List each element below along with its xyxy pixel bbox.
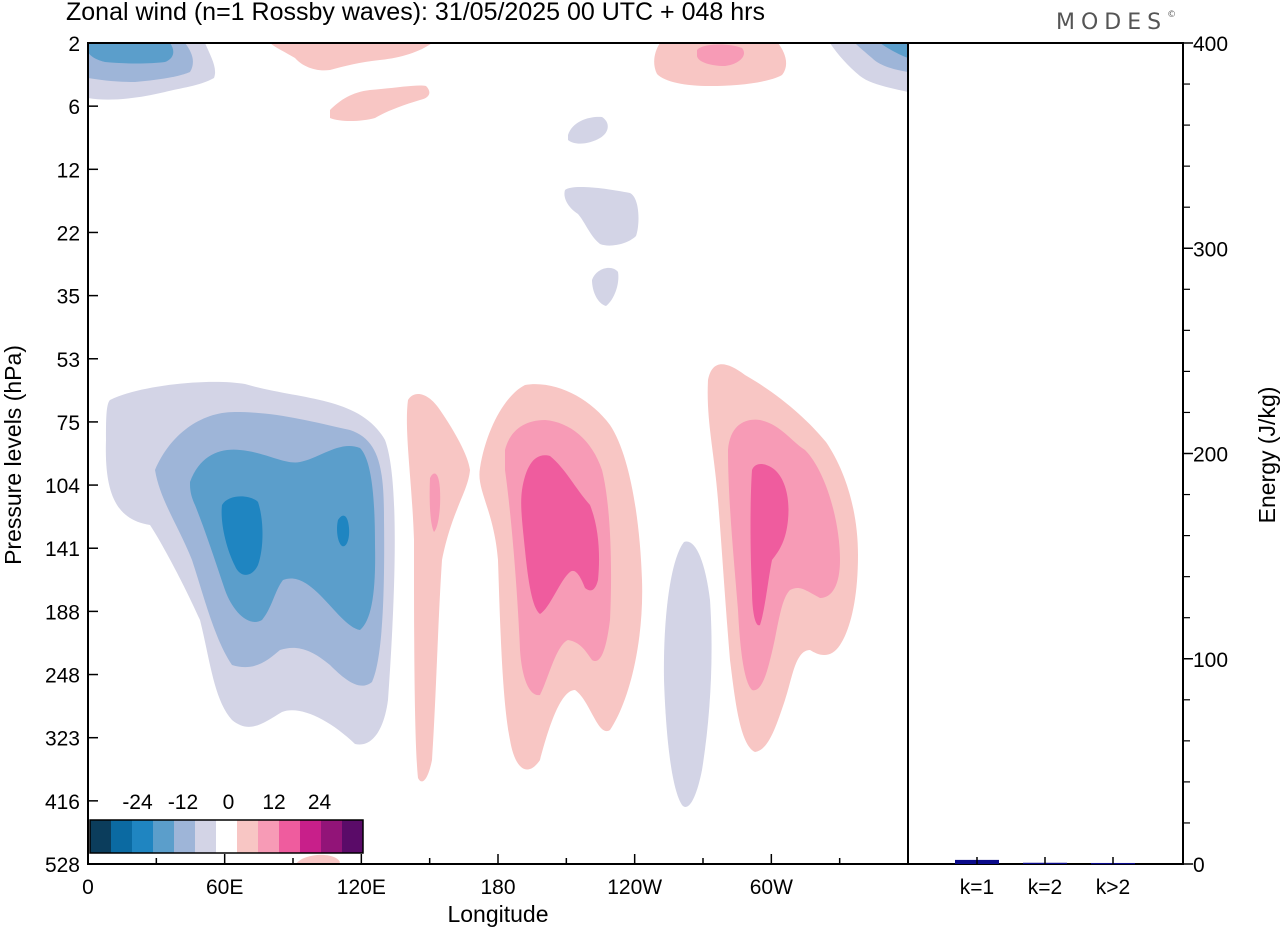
contour-field [88,43,908,864]
colorbar-swatch [300,820,321,853]
contour-negative-d [663,541,712,807]
colorbar-swatch [174,820,195,853]
energy-tick-label: 400 [1193,33,1228,56]
colorbar-swatch [195,820,216,853]
colorbar-swatch [153,820,174,853]
energy-plot-frame [907,42,1184,865]
colorbar: -24 -12 0 12 24 [89,791,364,854]
contour-negative-top-right-3 [880,43,908,58]
contour-positive-a-core [429,473,441,532]
bar-category-label: k=2 [1028,876,1062,899]
y-tick-label: 75 [57,412,80,435]
y-tick-label: 22 [57,222,80,245]
colorbar-label: 0 [223,791,235,814]
y-tick-label: 6 [68,96,80,119]
contour-positive-c-core [750,464,789,626]
contour-negative-mid-1 [568,116,608,144]
y-tick-label: 188 [45,601,80,624]
contour-negative-3 [190,445,376,630]
contour-negative-top-left-3 [88,43,174,64]
chart-title: Zonal wind (n=1 Rossby waves): 31/05/202… [66,0,765,26]
contour-positive-top-2 [330,85,430,121]
contour-negative-core-small [337,515,350,547]
colorbar-swatch [111,820,132,853]
contour-negative-mid-2 [564,186,639,246]
y-tick-label: 2 [68,33,80,56]
contour-positive-bottom [296,854,340,864]
colorbar-swatch [90,820,111,853]
colorbar-label: 24 [308,791,332,814]
energy-tick-label: 200 [1193,444,1228,467]
contour-negative-mid-3 [592,267,619,306]
colorbar-swatch [132,820,153,853]
y-tick-label: 104 [45,475,80,498]
x-tick-label: 120E [337,876,386,899]
contour-positive-b-core [521,455,600,614]
energy-tick-label: 300 [1193,238,1228,261]
contour-positive-top-right-core [697,44,745,66]
colorbar-swatch [237,820,258,853]
energy-axis: 0 100 200 300 400 [1183,33,1228,877]
contour-positive-top-1 [270,43,432,71]
y-tick-label: 416 [45,791,80,814]
x-tick-label: 60W [750,876,793,899]
colorbar-swatch [321,820,342,853]
y-tick-label: 323 [45,728,80,751]
y-tick-label: 528 [45,854,80,877]
colorbar-swatch [342,820,363,853]
colorbar-label: 12 [262,791,285,814]
x-tick-label: 180 [480,876,515,899]
energy-tick-label: 100 [1193,649,1228,672]
bar-category-label: k>2 [1096,876,1130,899]
energy-axis-title: Energy (J/kg) [1254,387,1280,524]
colorbar-swatch [258,820,279,853]
y-tick-label: 53 [57,349,80,372]
y-tick-label: 141 [45,538,80,561]
bar-category-label: k=1 [960,876,994,899]
x-tick-label: 0 [82,876,94,899]
colorbar-label: -24 [122,791,153,814]
brand-logo: MODES© [1056,10,1176,35]
colorbar-frame [89,819,364,854]
brand-text: MODES [1056,10,1168,35]
y-tick-label: 12 [57,159,80,182]
y-axis: 2 6 12 22 35 53 75 104 141 188 248 323 416 528 [45,33,98,877]
y-axis-title: Pressure levels (hPa) [0,345,26,565]
contour-positive-a [406,394,470,782]
energy-tick-label: 0 [1193,854,1205,877]
colorbar-swatch [216,820,237,853]
x-tick-label: 120W [607,876,662,899]
colorbar-swatch [279,820,300,853]
x-axis-title: Longitude [447,901,548,927]
brand-mark: © [1167,10,1177,20]
colorbar-label: -12 [168,791,198,814]
y-tick-label: 248 [45,665,80,688]
y-tick-label: 35 [57,286,80,309]
x-axis: 0 60E 120E 180 120W 60W [82,854,841,899]
x-tick-label: 60E [206,876,243,899]
contour-negative-core [221,496,263,575]
energy-bars: k=1 k=2 k>2 [955,857,1135,899]
